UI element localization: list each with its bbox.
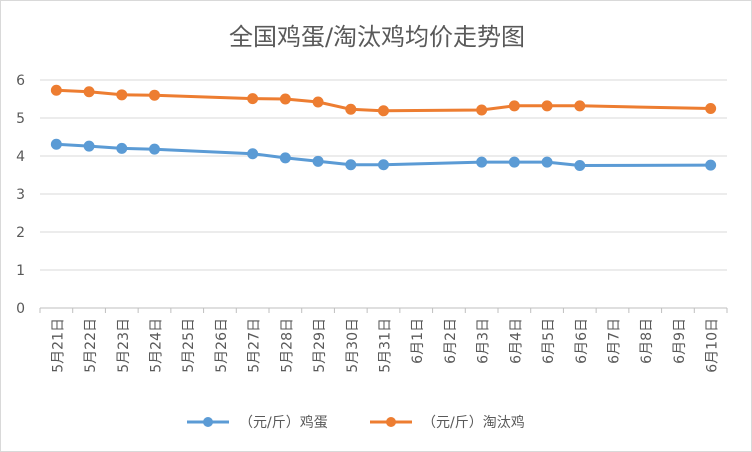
data-point <box>149 89 160 101</box>
data-point <box>312 96 324 108</box>
data-point <box>476 104 488 116</box>
data-point <box>50 84 62 96</box>
x-tick-label: 5月21日 <box>50 318 66 373</box>
data-point <box>279 93 291 105</box>
x-tick-label: 6月3日 <box>476 318 492 364</box>
data-point <box>541 100 553 112</box>
x-tick-label: 5月25日 <box>181 318 197 373</box>
data-point <box>345 159 357 171</box>
data-point <box>705 159 717 171</box>
x-tick-label: 6月1日 <box>410 318 426 364</box>
data-point <box>83 140 95 152</box>
x-tick-label: 5月23日 <box>116 318 132 373</box>
data-point <box>476 156 488 168</box>
x-tick-label: 5月27日 <box>247 318 263 373</box>
x-tick-label: 5月26日 <box>214 318 230 373</box>
data-point <box>247 148 259 160</box>
x-tick-label: 6月10日 <box>705 318 721 373</box>
y-tick-label: 1 <box>16 263 25 279</box>
series-1 <box>50 138 717 171</box>
data-point <box>149 143 160 155</box>
y-tick-label: 0 <box>16 301 25 317</box>
data-point <box>541 156 553 168</box>
data-point <box>247 93 259 105</box>
data-point <box>508 156 520 168</box>
data-point <box>508 100 520 112</box>
data-point <box>574 100 586 112</box>
data-point <box>345 103 357 115</box>
x-tick-label: 5月22日 <box>83 318 99 373</box>
chart-title: 全国鸡蛋/淘汰鸡均价走势图 <box>229 23 525 51</box>
legend-label: （元/斤）淘汰鸡 <box>422 414 525 431</box>
y-tick-label: 4 <box>16 149 25 165</box>
legend-marker <box>386 417 396 427</box>
series-layer <box>50 84 717 171</box>
legend-item-1: （元/斤）鸡蛋 <box>187 414 328 431</box>
data-point <box>378 159 389 171</box>
data-point <box>705 103 717 114</box>
data-point <box>312 155 324 167</box>
axes: 0 1 2 3 4 5 6 5月21日 5月22日 5月23日 5月24日 5月25日 5月26日 5月2… <box>16 73 728 373</box>
legend: （元/斤）鸡蛋 （元/斤）淘汰鸡 <box>187 414 525 431</box>
y-tick-label: 2 <box>16 225 25 241</box>
gridlines <box>40 79 727 271</box>
data-point <box>83 86 95 98</box>
x-tick-label: 6月5日 <box>541 318 557 364</box>
x-tick-label: 6月9日 <box>672 318 688 364</box>
x-tick-label: 6月2日 <box>443 318 459 364</box>
legend-label: （元/斤）鸡蛋 <box>239 414 328 431</box>
x-tick-label: 6月4日 <box>508 318 524 364</box>
data-point <box>116 89 128 101</box>
x-tick-label: 5月30日 <box>345 318 361 373</box>
y-tick-label: 3 <box>16 187 25 203</box>
y-tick-label: 5 <box>16 111 25 127</box>
data-point <box>116 142 128 154</box>
data-point <box>50 138 62 150</box>
legend-marker <box>203 417 213 427</box>
x-tick-label: 6月6日 <box>574 318 590 364</box>
x-tick-label: 5月24日 <box>149 318 165 373</box>
x-tick-label: 5月29日 <box>312 318 328 373</box>
legend-item-2: （元/斤）淘汰鸡 <box>370 414 525 431</box>
x-tick-label: 5月28日 <box>279 318 295 373</box>
y-tick-label: 6 <box>16 73 25 89</box>
x-tick-label: 6月8日 <box>639 318 655 364</box>
data-point <box>279 152 291 164</box>
series-2 <box>50 84 717 117</box>
x-tick-label: 5月31日 <box>378 318 394 373</box>
x-tick-label: 6月7日 <box>607 318 623 364</box>
data-point <box>378 105 389 117</box>
data-point <box>574 160 586 171</box>
